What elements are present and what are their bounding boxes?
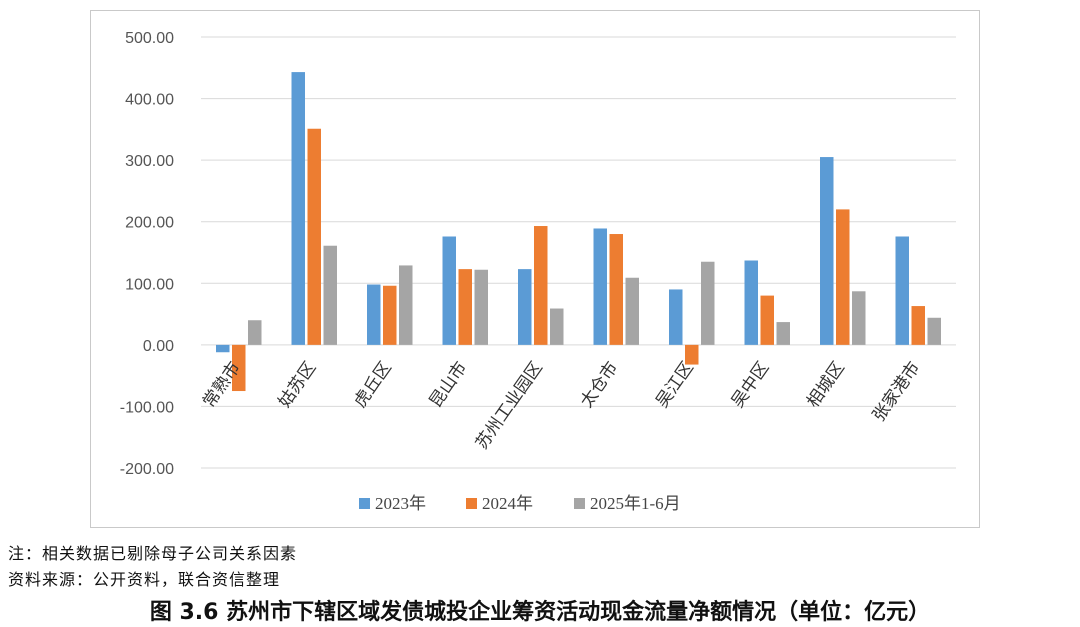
bar <box>625 277 639 345</box>
y-tick-label: -200.00 <box>120 461 174 478</box>
bar <box>458 269 472 345</box>
bar <box>383 285 397 345</box>
bar <box>776 322 790 345</box>
x-tick-label: 虎丘区 <box>350 358 396 411</box>
bar <box>669 289 683 345</box>
x-tick-label: 相城区 <box>803 358 849 411</box>
legend-label: 2025年1-6月 <box>590 494 681 513</box>
legend-label: 2023年 <box>375 494 426 513</box>
bar <box>593 228 607 345</box>
figure-caption: 图 3.6 苏州市下辖区域发债城投企业筹资活动现金流量净额情况（单位：亿元） <box>149 600 931 625</box>
bar <box>291 72 305 345</box>
y-tick-label: 200.00 <box>125 215 174 232</box>
legend-swatch <box>466 498 477 509</box>
bar <box>518 269 532 345</box>
y-tick-label: 300.00 <box>125 153 174 170</box>
legend-swatch <box>359 498 370 509</box>
bar-chart: 500.00 400.00 300.00 200.00 100.00 0.00 -100.0… <box>120 30 956 513</box>
y-tick-label: 400.00 <box>125 92 174 109</box>
bar <box>216 344 230 353</box>
bar <box>744 260 758 345</box>
bar <box>836 209 850 345</box>
y-tick-label: 500.00 <box>125 30 174 47</box>
bar <box>307 128 321 345</box>
x-tick-label: 吴中区 <box>728 358 774 411</box>
bar <box>442 236 456 345</box>
x-tick-label: 姑苏区 <box>275 358 321 411</box>
bar <box>248 320 262 345</box>
bar <box>820 157 834 345</box>
bar <box>232 344 246 392</box>
bar <box>550 308 564 345</box>
bar <box>927 317 941 345</box>
bar <box>701 261 715 345</box>
x-tick-label: 太仓市 <box>577 358 623 411</box>
bar <box>367 284 381 345</box>
y-tick-label: -100.00 <box>120 399 174 416</box>
chart-frame: 500.00 400.00 300.00 200.00 100.00 0.00 -100.0… <box>90 10 980 528</box>
bar <box>399 265 413 345</box>
x-tick-label: 吴江区 <box>652 358 698 411</box>
x-tick-label: 苏州工业园区 <box>472 358 547 453</box>
y-tick-label: 0.00 <box>143 338 174 355</box>
legend-label: 2024年 <box>482 494 533 513</box>
x-tick-label: 张家港市 <box>869 358 924 425</box>
bar <box>911 306 925 345</box>
source-text: 资料来源：公开资料，联合资信整理 <box>8 570 281 589</box>
note-text: 注：相关数据已剔除母子公司关系因素 <box>8 544 298 563</box>
bar <box>895 236 909 345</box>
bar <box>609 234 623 345</box>
bar <box>534 226 548 345</box>
bar <box>852 291 866 345</box>
y-tick-label: 100.00 <box>125 276 174 293</box>
bar <box>323 245 337 345</box>
bar <box>760 295 774 345</box>
bar <box>474 269 488 345</box>
legend-swatch <box>574 498 585 509</box>
bar <box>685 344 699 365</box>
x-tick-label: 昆山市 <box>426 358 472 411</box>
